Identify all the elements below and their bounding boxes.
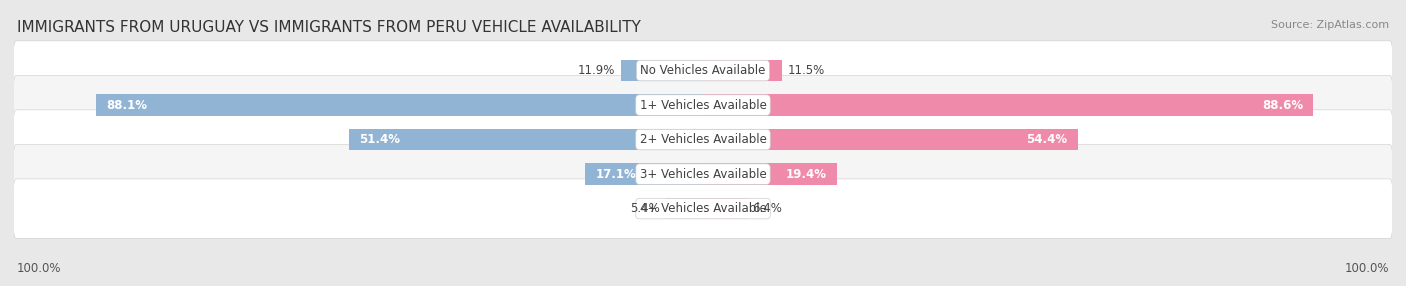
Text: 17.1%: 17.1% — [596, 168, 637, 180]
Text: 54.4%: 54.4% — [1026, 133, 1067, 146]
Bar — [703, 94, 1313, 116]
Bar — [703, 163, 837, 185]
Text: 4+ Vehicles Available: 4+ Vehicles Available — [640, 202, 766, 215]
Text: 2+ Vehicles Available: 2+ Vehicles Available — [640, 133, 766, 146]
FancyBboxPatch shape — [14, 76, 1392, 135]
Text: 100.0%: 100.0% — [1344, 262, 1389, 275]
Text: 51.4%: 51.4% — [359, 133, 401, 146]
FancyBboxPatch shape — [14, 144, 1392, 204]
Text: 19.4%: 19.4% — [786, 168, 827, 180]
Text: 6.4%: 6.4% — [752, 202, 783, 215]
Bar — [96, 94, 703, 116]
Bar — [703, 198, 747, 219]
Text: 5.4%: 5.4% — [630, 202, 661, 215]
Text: 11.5%: 11.5% — [787, 64, 825, 77]
FancyBboxPatch shape — [14, 179, 1392, 238]
Text: 11.9%: 11.9% — [578, 64, 616, 77]
Bar — [703, 129, 1078, 150]
Bar — [585, 163, 703, 185]
FancyBboxPatch shape — [14, 110, 1392, 169]
Bar — [666, 198, 703, 219]
Text: No Vehicles Available: No Vehicles Available — [640, 64, 766, 77]
Text: IMMIGRANTS FROM URUGUAY VS IMMIGRANTS FROM PERU VEHICLE AVAILABILITY: IMMIGRANTS FROM URUGUAY VS IMMIGRANTS FR… — [17, 20, 641, 35]
Text: Source: ZipAtlas.com: Source: ZipAtlas.com — [1271, 20, 1389, 30]
Bar — [621, 60, 703, 81]
FancyBboxPatch shape — [14, 41, 1392, 100]
Bar — [703, 60, 782, 81]
Text: 100.0%: 100.0% — [17, 262, 62, 275]
Bar — [349, 129, 703, 150]
Text: 88.6%: 88.6% — [1263, 99, 1303, 112]
Text: 1+ Vehicles Available: 1+ Vehicles Available — [640, 99, 766, 112]
Text: 88.1%: 88.1% — [107, 99, 148, 112]
Text: 3+ Vehicles Available: 3+ Vehicles Available — [640, 168, 766, 180]
